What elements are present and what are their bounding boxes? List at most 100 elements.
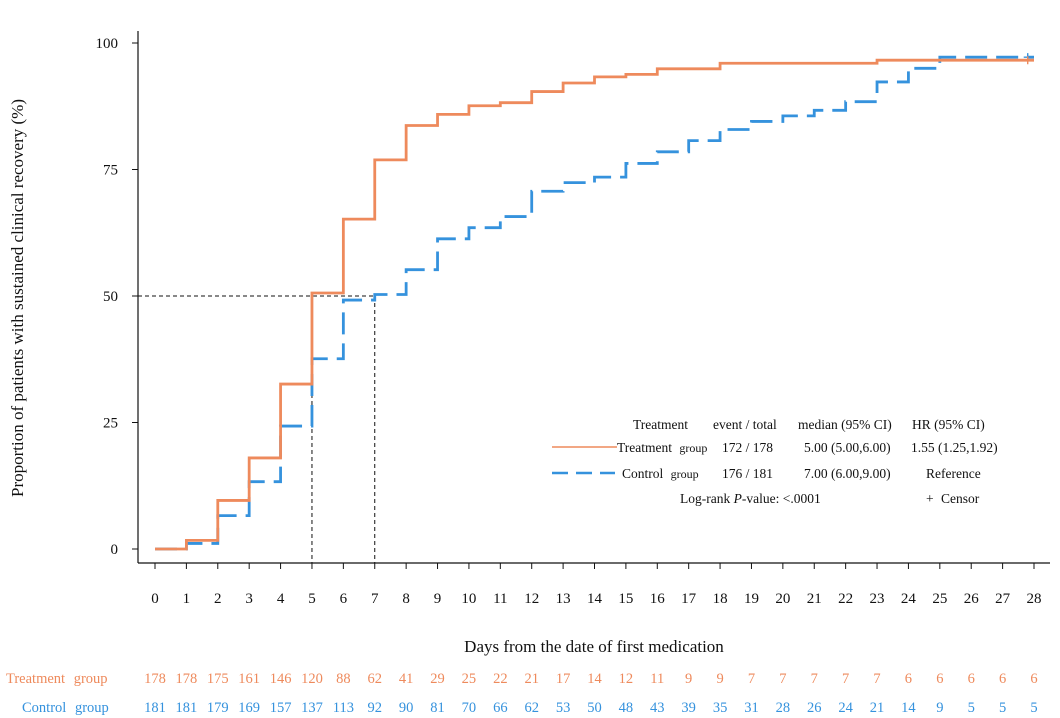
- legend-control-group: group: [671, 467, 699, 481]
- legend-header-median: median (95% CI): [798, 417, 892, 432]
- legend-treatment-event-total: 172 / 178: [722, 440, 773, 455]
- legend-control-label: Control: [622, 466, 664, 481]
- risk-count-treatment: 6: [1030, 671, 1037, 687]
- risk-count-treatment: 88: [336, 671, 351, 687]
- logrank-suffix: -value: <.0001: [742, 491, 821, 506]
- risk-count-treatment: 6: [999, 671, 1006, 687]
- legend-treatment-label: Treatment: [617, 440, 672, 455]
- legend-header-event-total: event / total: [713, 417, 777, 432]
- risk-count-control: 5: [999, 700, 1006, 716]
- x-tick-label: 0: [151, 591, 159, 607]
- series-curve-control: [155, 55, 1034, 551]
- risk-count-control: 5: [1030, 700, 1037, 716]
- risk-count-control: 70: [462, 700, 477, 716]
- risk-count-control: 39: [681, 700, 696, 716]
- risk-count-control: 157: [270, 700, 292, 716]
- risk-count-control: 35: [713, 700, 728, 716]
- logrank-p-italic: P: [733, 491, 742, 506]
- censor-label: Censor: [941, 491, 980, 506]
- risk-count-control: 137: [301, 700, 323, 716]
- risk-count-treatment: 175: [207, 671, 229, 687]
- risk-count-treatment: 178: [144, 671, 166, 687]
- risk-count-treatment: 41: [399, 671, 414, 687]
- risk-count-control: 169: [238, 700, 260, 716]
- risk-count-control: 31: [744, 700, 759, 716]
- risk-count-control: 24: [838, 700, 853, 716]
- legend-header-treatment: Treatment: [633, 417, 688, 432]
- y-tick-label: 75: [103, 163, 118, 179]
- y-axis-label: Proportion of patients with sustained cl…: [8, 99, 27, 497]
- risk-count-treatment: 6: [968, 671, 975, 687]
- legend-treatment-median: 5.00 (5.00,6.00): [804, 440, 891, 455]
- risk-count-control: 26: [807, 700, 822, 716]
- risk-count-treatment: 7: [748, 671, 755, 687]
- x-tick-label: 10: [461, 591, 476, 607]
- risk-count-treatment: 7: [873, 671, 880, 687]
- x-tick-label: 23: [870, 591, 885, 607]
- risk-row-label-control: Control group: [22, 700, 109, 716]
- risk-count-control: 81: [430, 700, 445, 716]
- risk-count-control: 90: [399, 700, 414, 716]
- risk-count-treatment: 6: [936, 671, 943, 687]
- logrank-pvalue: Log-rank P-value: <.0001: [680, 491, 821, 506]
- risk-control-group: group: [75, 700, 109, 716]
- legend-treatment-group: group: [679, 441, 707, 455]
- risk-count-control: 113: [333, 700, 354, 716]
- risk-count-control: 66: [493, 700, 508, 716]
- risk-count-treatment: 21: [524, 671, 539, 687]
- x-tick-label: 13: [556, 591, 571, 607]
- risk-count-treatment: 9: [685, 671, 692, 687]
- y-tick-label: 100: [96, 36, 119, 52]
- risk-count-treatment: 25: [462, 671, 477, 687]
- x-tick-label: 27: [995, 591, 1011, 607]
- x-tick-label: 11: [493, 591, 507, 607]
- risk-count-treatment: 9: [716, 671, 723, 687]
- legend-treatment-name: Treatment group: [617, 440, 707, 455]
- x-tick-label: 4: [277, 591, 285, 607]
- x-tick-label: 9: [434, 591, 442, 607]
- risk-count-treatment: 146: [270, 671, 292, 687]
- risk-treatment-group: group: [74, 671, 108, 687]
- risk-count-treatment: 14: [587, 671, 602, 687]
- x-axis-label: Days from the date of first medication: [464, 637, 724, 656]
- risk-count-treatment: 12: [619, 671, 634, 687]
- risk-count-control: 28: [776, 700, 791, 716]
- x-tick-label: 1: [183, 591, 191, 607]
- risk-row-label-treatment: Treatment group: [6, 671, 108, 687]
- risk-count-treatment: 6: [905, 671, 912, 687]
- legend-control-median: 7.00 (6.00,9.00): [804, 466, 891, 481]
- risk-count-control: 179: [207, 700, 229, 716]
- risk-count-control: 92: [368, 700, 383, 716]
- x-tick-label: 14: [587, 591, 603, 607]
- risk-count-treatment: 7: [811, 671, 818, 687]
- risk-count-control: 50: [587, 700, 602, 716]
- risk-count-treatment: 161: [238, 671, 260, 687]
- risk-treatment-name: Treatment: [6, 671, 65, 687]
- median-reference-lines: [138, 295, 376, 563]
- legend-treatment-hr: 1.55 (1.25,1.92): [911, 440, 998, 455]
- y-tick-label: 0: [111, 542, 119, 558]
- risk-count-control: 14: [901, 700, 916, 716]
- risk-count-control: 48: [619, 700, 634, 716]
- x-tick-label: 7: [371, 591, 379, 607]
- x-tick-label: 3: [245, 591, 253, 607]
- censor-mark-treatment: [1023, 56, 1032, 65]
- legend-header-hr: HR (95% CI): [912, 417, 985, 432]
- censor-legend: + Censor: [926, 491, 980, 506]
- risk-count-treatment: 22: [493, 671, 508, 687]
- risk-count-treatment: 11: [650, 671, 664, 687]
- y-tick-label: 50: [103, 289, 118, 305]
- risk-count-control: 62: [524, 700, 539, 716]
- x-tick-label: 21: [807, 591, 822, 607]
- x-tick-label: 2: [214, 591, 222, 607]
- risk-count-control: 21: [870, 700, 885, 716]
- risk-count-treatment: 178: [176, 671, 198, 687]
- series-curves: [155, 53, 1034, 551]
- x-tick-label: 18: [713, 591, 728, 607]
- risk-count-treatment: 7: [779, 671, 786, 687]
- x-tick-label: 28: [1027, 591, 1042, 607]
- risk-count-treatment: 120: [301, 671, 323, 687]
- x-tick-label: 6: [340, 591, 348, 607]
- risk-count-treatment: 29: [430, 671, 445, 687]
